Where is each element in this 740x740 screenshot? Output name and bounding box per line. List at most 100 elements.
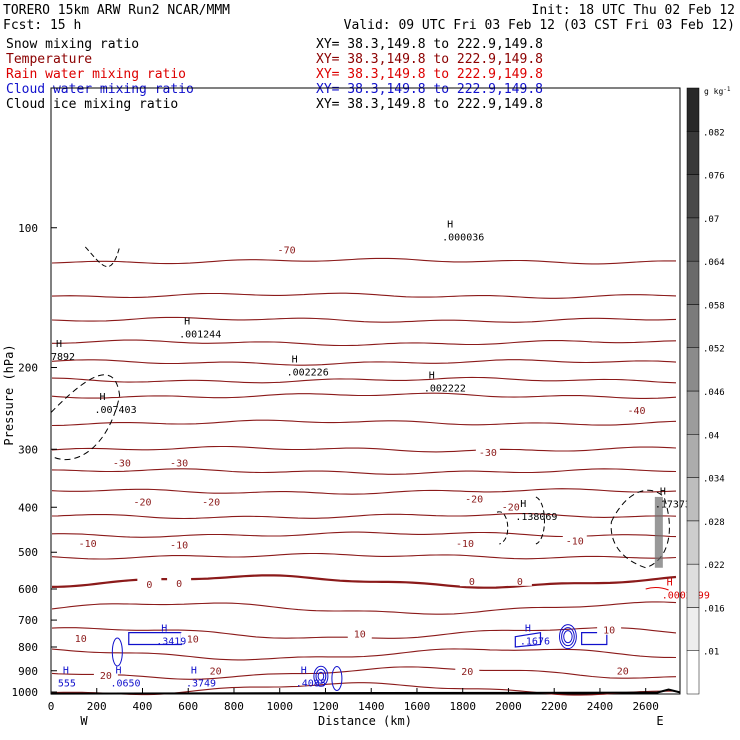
isotherm-label: 20: [461, 667, 473, 678]
isotherm-label: -30: [170, 459, 188, 470]
isotherm-label: 20: [210, 666, 222, 677]
extremum-marker: H: [447, 220, 453, 231]
colorbar-label: .076: [703, 172, 725, 182]
isotherm-label: -30: [113, 459, 131, 470]
ground-line: [50, 688, 681, 695]
colorbar-label: .04: [703, 431, 719, 441]
cloud-water-contour: [111, 637, 123, 667]
legend: Snow mixing ratio XY= 38.3,149.8 to 222.…: [6, 37, 543, 112]
label-bg: [203, 664, 228, 676]
isotherm-label: 10: [354, 630, 366, 641]
colorbar-swatch: [686, 131, 700, 175]
legend-label: Cloud water mixing ratio: [6, 82, 194, 97]
isotherm-label: -10: [79, 539, 97, 550]
legend-xy: XY= 38.3,149.8 to 222.9,149.8: [316, 97, 543, 112]
label-bg: [452, 537, 477, 549]
colorbar-unit: g kg-1: [704, 86, 731, 96]
header-model: TORERO 15km ARW Run2 NCAR/MMM: [3, 3, 230, 18]
extremum-value: .007403: [94, 405, 136, 416]
label-bg: [167, 456, 192, 468]
isotherm-label: -20: [133, 498, 151, 509]
legend-xy: XY= 38.3,149.8 to 222.9,149.8: [316, 52, 543, 67]
label-bg: [130, 495, 155, 507]
x-tick-label: 1400: [358, 700, 385, 713]
x-axis: 0 200 400 600 800 1000 1200 1400 1600 1800 2000 220…: [48, 688, 659, 713]
extremum-value: .4085: [296, 678, 326, 689]
extremum-marker: H: [161, 623, 167, 634]
label-bg: [459, 575, 484, 587]
y-axis-label: Pressure (hPa): [2, 344, 16, 445]
legend-label: Snow mixing ratio: [6, 37, 139, 52]
y-axis: 100 200 300 400 500 600 700 800 900 1000: [12, 222, 57, 699]
legend-xy: XY= 38.3,149.8 to 222.9,149.8: [316, 37, 543, 52]
extremum-value: .002222: [424, 384, 466, 395]
x-tick-label: 800: [224, 700, 244, 713]
cloud-water-contour: [514, 631, 542, 648]
isotherm-label: 20: [100, 671, 112, 682]
isotherm-label: -20: [202, 498, 220, 509]
extremum-value: .3419: [156, 636, 186, 647]
cloud-water-core: [315, 668, 327, 684]
isotherm-label: -20: [502, 502, 520, 513]
label-bg: [624, 403, 649, 415]
header-init: Init: 18 UTC Thu 02 Feb 12: [532, 3, 736, 18]
isotherm-label: 10: [603, 626, 615, 637]
isotherm-label: 0: [176, 579, 182, 590]
x-tick-label: 200: [87, 700, 107, 713]
isotherm-line: [51, 376, 677, 384]
label-bg: [347, 627, 372, 639]
extremum-value: .0002899: [662, 591, 710, 602]
label-bg: [610, 664, 635, 676]
extremum-value: .1676: [520, 636, 550, 647]
colorbar-swatch: [686, 434, 700, 478]
cloud-water-core: [563, 630, 573, 644]
legend-label: Temperature: [6, 52, 92, 67]
y-tick-label: 100: [18, 222, 38, 235]
extremum-marker: H: [115, 665, 121, 676]
x-tick-label: 2000: [495, 700, 522, 713]
label-bg: [274, 243, 299, 255]
extremum-value: 7892: [51, 352, 75, 363]
extremum-marker: H: [56, 339, 62, 350]
colorbar-swatch: [686, 217, 700, 262]
contour-labels: -70 -40 -30 -30 -30 -20 -20 -20 -20 -10 -10 -10 -10 0…: [51, 220, 710, 690]
isotherm-label: 0: [469, 577, 475, 588]
extremum-marker: H: [429, 371, 435, 382]
colorbar: .01 .016 .022 .028 .034 .04 .046 .052 .058 .064 .0…: [686, 87, 725, 695]
legend-label: Cloud ice mixing ratio: [6, 97, 178, 112]
cloud-water-core: [313, 665, 329, 687]
isotherm-line: [51, 257, 676, 265]
colorbar-label: .022: [703, 561, 725, 571]
isotherm-label: 0: [517, 577, 523, 588]
label-bg: [199, 495, 224, 507]
isotherm-line: [51, 552, 677, 560]
isotherm-line: [51, 359, 677, 366]
extremum-value: .173738: [655, 500, 697, 511]
isotherm-line: [51, 392, 677, 399]
y-tick-label: 400: [18, 501, 38, 514]
legend-xy: XY= 38.3,149.8 to 222.9,149.8: [316, 82, 543, 97]
x-tick-label: 1200: [312, 700, 339, 713]
label-bg: [137, 577, 162, 589]
header-fcst: Fcst: 15 h: [3, 18, 81, 33]
colorbar-swatch: [686, 390, 700, 435]
isotherm-line: [51, 513, 677, 520]
extremum-value: .000036: [442, 233, 484, 244]
isotherm-label: 10: [75, 634, 87, 645]
label-bg: [507, 574, 532, 586]
colorbar-swatch: [686, 607, 700, 651]
isotherm-line: [51, 488, 677, 495]
isotherm-label: 10: [187, 634, 199, 645]
y-tick-label: 700: [18, 614, 38, 627]
isotherm-line: [51, 468, 677, 475]
x-axis-label: Distance (km): [318, 714, 412, 728]
x-tick-label: 400: [133, 700, 153, 713]
extremum-value: .138069: [515, 512, 557, 523]
legend-label: Rain water mixing ratio: [6, 67, 186, 82]
rain-contour: [645, 587, 669, 591]
snow-contour: [535, 496, 545, 545]
label-bg: [167, 576, 192, 588]
colorbar-swatch: [686, 520, 700, 565]
extremum-marker: H: [292, 354, 298, 365]
